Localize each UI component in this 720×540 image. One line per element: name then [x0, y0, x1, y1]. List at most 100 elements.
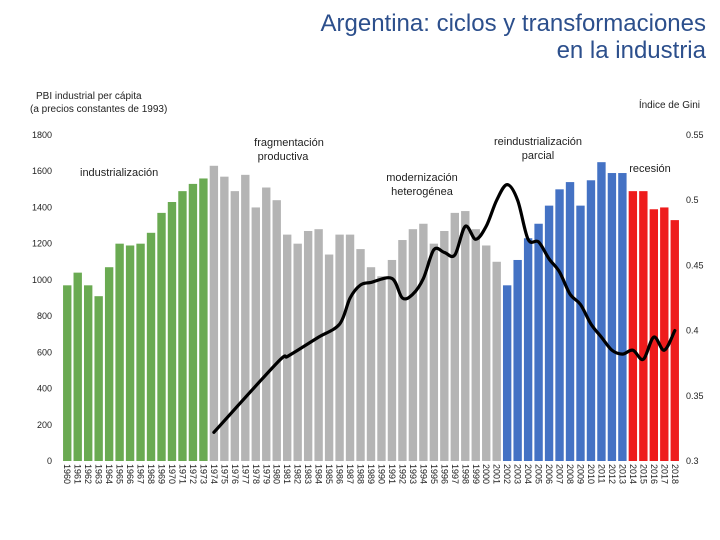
x-label-1996: 1996 — [439, 464, 449, 484]
bar-1995 — [429, 243, 439, 461]
bar-1989 — [366, 267, 376, 461]
left-axis-title-line2: (a precios constantes de 1993) — [30, 104, 168, 115]
bar-1990 — [377, 276, 386, 461]
bar-2010 — [586, 180, 596, 461]
x-label-1994: 1994 — [418, 464, 428, 484]
x-label-1993: 1993 — [408, 464, 418, 484]
x-label-2014: 2014 — [628, 464, 638, 484]
bar-1973 — [199, 178, 208, 461]
x-label-1999: 1999 — [471, 464, 481, 484]
x-label-1983: 1983 — [303, 464, 313, 484]
bar-1978 — [251, 207, 260, 461]
x-label-1982: 1982 — [293, 464, 303, 484]
left-axis-title-line1: PBI industrial per cápita — [36, 91, 142, 102]
x-label-1965: 1965 — [115, 464, 125, 484]
bar-1961 — [73, 272, 82, 461]
bar-2008 — [565, 182, 575, 461]
annotation-modernizacion-1: modernización — [386, 172, 458, 184]
bar-1993 — [408, 229, 418, 461]
x-label-1966: 1966 — [125, 464, 135, 484]
bar-1979 — [262, 187, 271, 461]
bar-2014 — [628, 191, 638, 461]
x-label-1980: 1980 — [272, 464, 282, 484]
x-label-1961: 1961 — [73, 464, 83, 484]
bar-1981 — [283, 234, 292, 461]
bar-2007 — [555, 189, 564, 461]
x-label-2000: 2000 — [481, 464, 491, 484]
bar-2006 — [544, 205, 554, 461]
x-label-1964: 1964 — [104, 464, 114, 484]
bar-1969 — [157, 212, 166, 461]
bar-1977 — [241, 174, 250, 461]
right-axis-ticks: 0.3 0.35 0.4 0.45 0.5 0.55 — [686, 130, 704, 466]
period-annotations: industrialización fragmentación producti… — [80, 136, 671, 198]
x-label-2012: 2012 — [607, 464, 617, 484]
bar-1975 — [220, 176, 229, 461]
chart-title-line2: en la industria — [556, 37, 706, 64]
x-label-1984: 1984 — [314, 464, 324, 484]
annotation-recesion: recesión — [629, 163, 671, 175]
left-axis-ticks: 0 200 400 600 800 1000 1200 1400 1600 1800 — [32, 130, 52, 466]
bar-2018 — [670, 220, 679, 461]
annotation-industrializacion: industrialización — [80, 167, 158, 179]
bar-1976 — [230, 191, 240, 461]
bar-1964 — [104, 267, 114, 461]
bar-2012 — [607, 173, 617, 461]
x-label-2004: 2004 — [523, 464, 533, 484]
annotation-fragmentacion-2: productiva — [258, 151, 310, 163]
x-label-1974: 1974 — [209, 464, 219, 484]
right-axis-title: Índice de Gini — [638, 100, 700, 111]
right-tick-0.45: 0.45 — [686, 260, 704, 270]
x-label-1988: 1988 — [356, 464, 366, 484]
x-label-2013: 2013 — [617, 464, 627, 484]
x-label-1979: 1979 — [261, 464, 271, 484]
right-tick-0.35: 0.35 — [686, 391, 704, 401]
bar-2011 — [597, 162, 606, 462]
left-tick-0: 0 — [47, 456, 52, 466]
bar-1966 — [125, 245, 135, 461]
bar-1972 — [188, 183, 198, 461]
x-label-1995: 1995 — [429, 464, 439, 484]
x-label-2010: 2010 — [586, 464, 596, 484]
x-label-1977: 1977 — [240, 464, 250, 484]
x-label-1998: 1998 — [460, 464, 470, 484]
left-tick-400: 400 — [37, 384, 52, 394]
gini-line-group — [212, 183, 677, 434]
annotation-fragmentacion-1: fragmentación — [254, 137, 324, 149]
bar-1971 — [178, 191, 187, 461]
bar-1988 — [356, 249, 365, 461]
bar-1968 — [146, 232, 156, 461]
bar-1987 — [345, 234, 355, 461]
x-label-1967: 1967 — [136, 464, 146, 484]
x-label-1960: 1960 — [62, 464, 72, 484]
x-label-1991: 1991 — [387, 464, 397, 484]
bar-1983 — [303, 230, 313, 461]
left-axis-title: PBI industrial per cápita (a precios con… — [30, 90, 167, 116]
left-tick-1200: 1200 — [32, 239, 52, 249]
right-tick-0.3: 0.3 — [686, 456, 699, 466]
bar-1980 — [272, 200, 281, 461]
x-label-1969: 1969 — [157, 464, 167, 484]
bar-2003 — [513, 259, 522, 461]
bar-1996 — [440, 230, 449, 461]
annotation-reindustrializacion-1: reindustrialización — [494, 136, 582, 148]
x-label-1989: 1989 — [366, 464, 376, 484]
x-label-2003: 2003 — [513, 464, 523, 484]
bar-1999 — [471, 229, 480, 461]
x-label-2007: 2007 — [555, 464, 565, 484]
bar-1992 — [398, 240, 407, 461]
x-label-1987: 1987 — [345, 464, 355, 484]
bar-1991 — [387, 259, 397, 461]
x-label-2009: 2009 — [575, 464, 585, 484]
right-tick-0.5: 0.5 — [686, 195, 699, 205]
bar-1965 — [115, 243, 124, 461]
x-label-1997: 1997 — [450, 464, 460, 484]
left-tick-1800: 1800 — [32, 130, 52, 140]
x-label-2018: 2018 — [670, 464, 680, 484]
left-tick-1000: 1000 — [32, 275, 52, 285]
chart-title: Argentina: ciclos y transformaciones en … — [321, 10, 707, 64]
bar-1963 — [94, 296, 103, 461]
x-label-2001: 2001 — [492, 464, 502, 484]
x-label-1972: 1972 — [188, 464, 198, 484]
left-tick-1600: 1600 — [32, 166, 52, 176]
